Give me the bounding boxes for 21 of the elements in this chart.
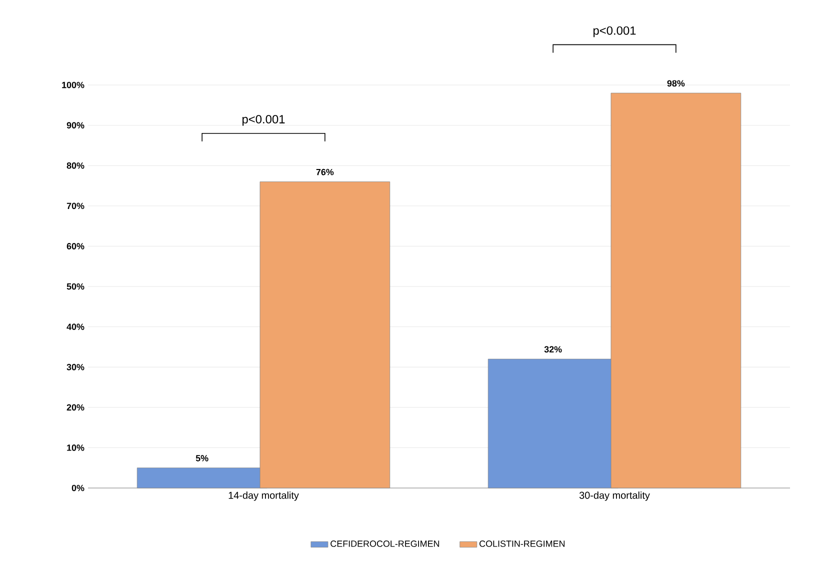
y-tick-label: 30% — [66, 364, 84, 370]
y-tick-label: 40% — [66, 324, 84, 330]
y-tick-label: 10% — [67, 444, 84, 451]
x-tick-label: 14-day mortality — [228, 492, 299, 501]
legend-label: CEFIDEROCOL-REGIMEN — [330, 540, 440, 547]
x-tick-label: 30-day mortality — [579, 492, 650, 501]
y-tick-label: 0% — [72, 484, 84, 492]
y-tick-label: 70% — [66, 202, 84, 210]
annotation: p<0.001 — [242, 114, 285, 126]
data-label: 32% — [544, 346, 562, 353]
y-tick-label: 60% — [66, 243, 84, 250]
y-tick-label: 20% — [66, 404, 84, 411]
y-tick-label: 50% — [66, 283, 84, 290]
y-tick-label: 80% — [66, 162, 84, 169]
legend-label: COLISTIN-REGIMEN — [480, 540, 565, 547]
y-tick-label: 100% — [62, 82, 84, 88]
y-tick-label: 90% — [66, 122, 84, 128]
data-label: 98% — [667, 80, 685, 87]
data-label: 5% — [196, 455, 208, 462]
text: p<0.001 — [593, 26, 636, 38]
data-label: 76% — [316, 168, 334, 176]
